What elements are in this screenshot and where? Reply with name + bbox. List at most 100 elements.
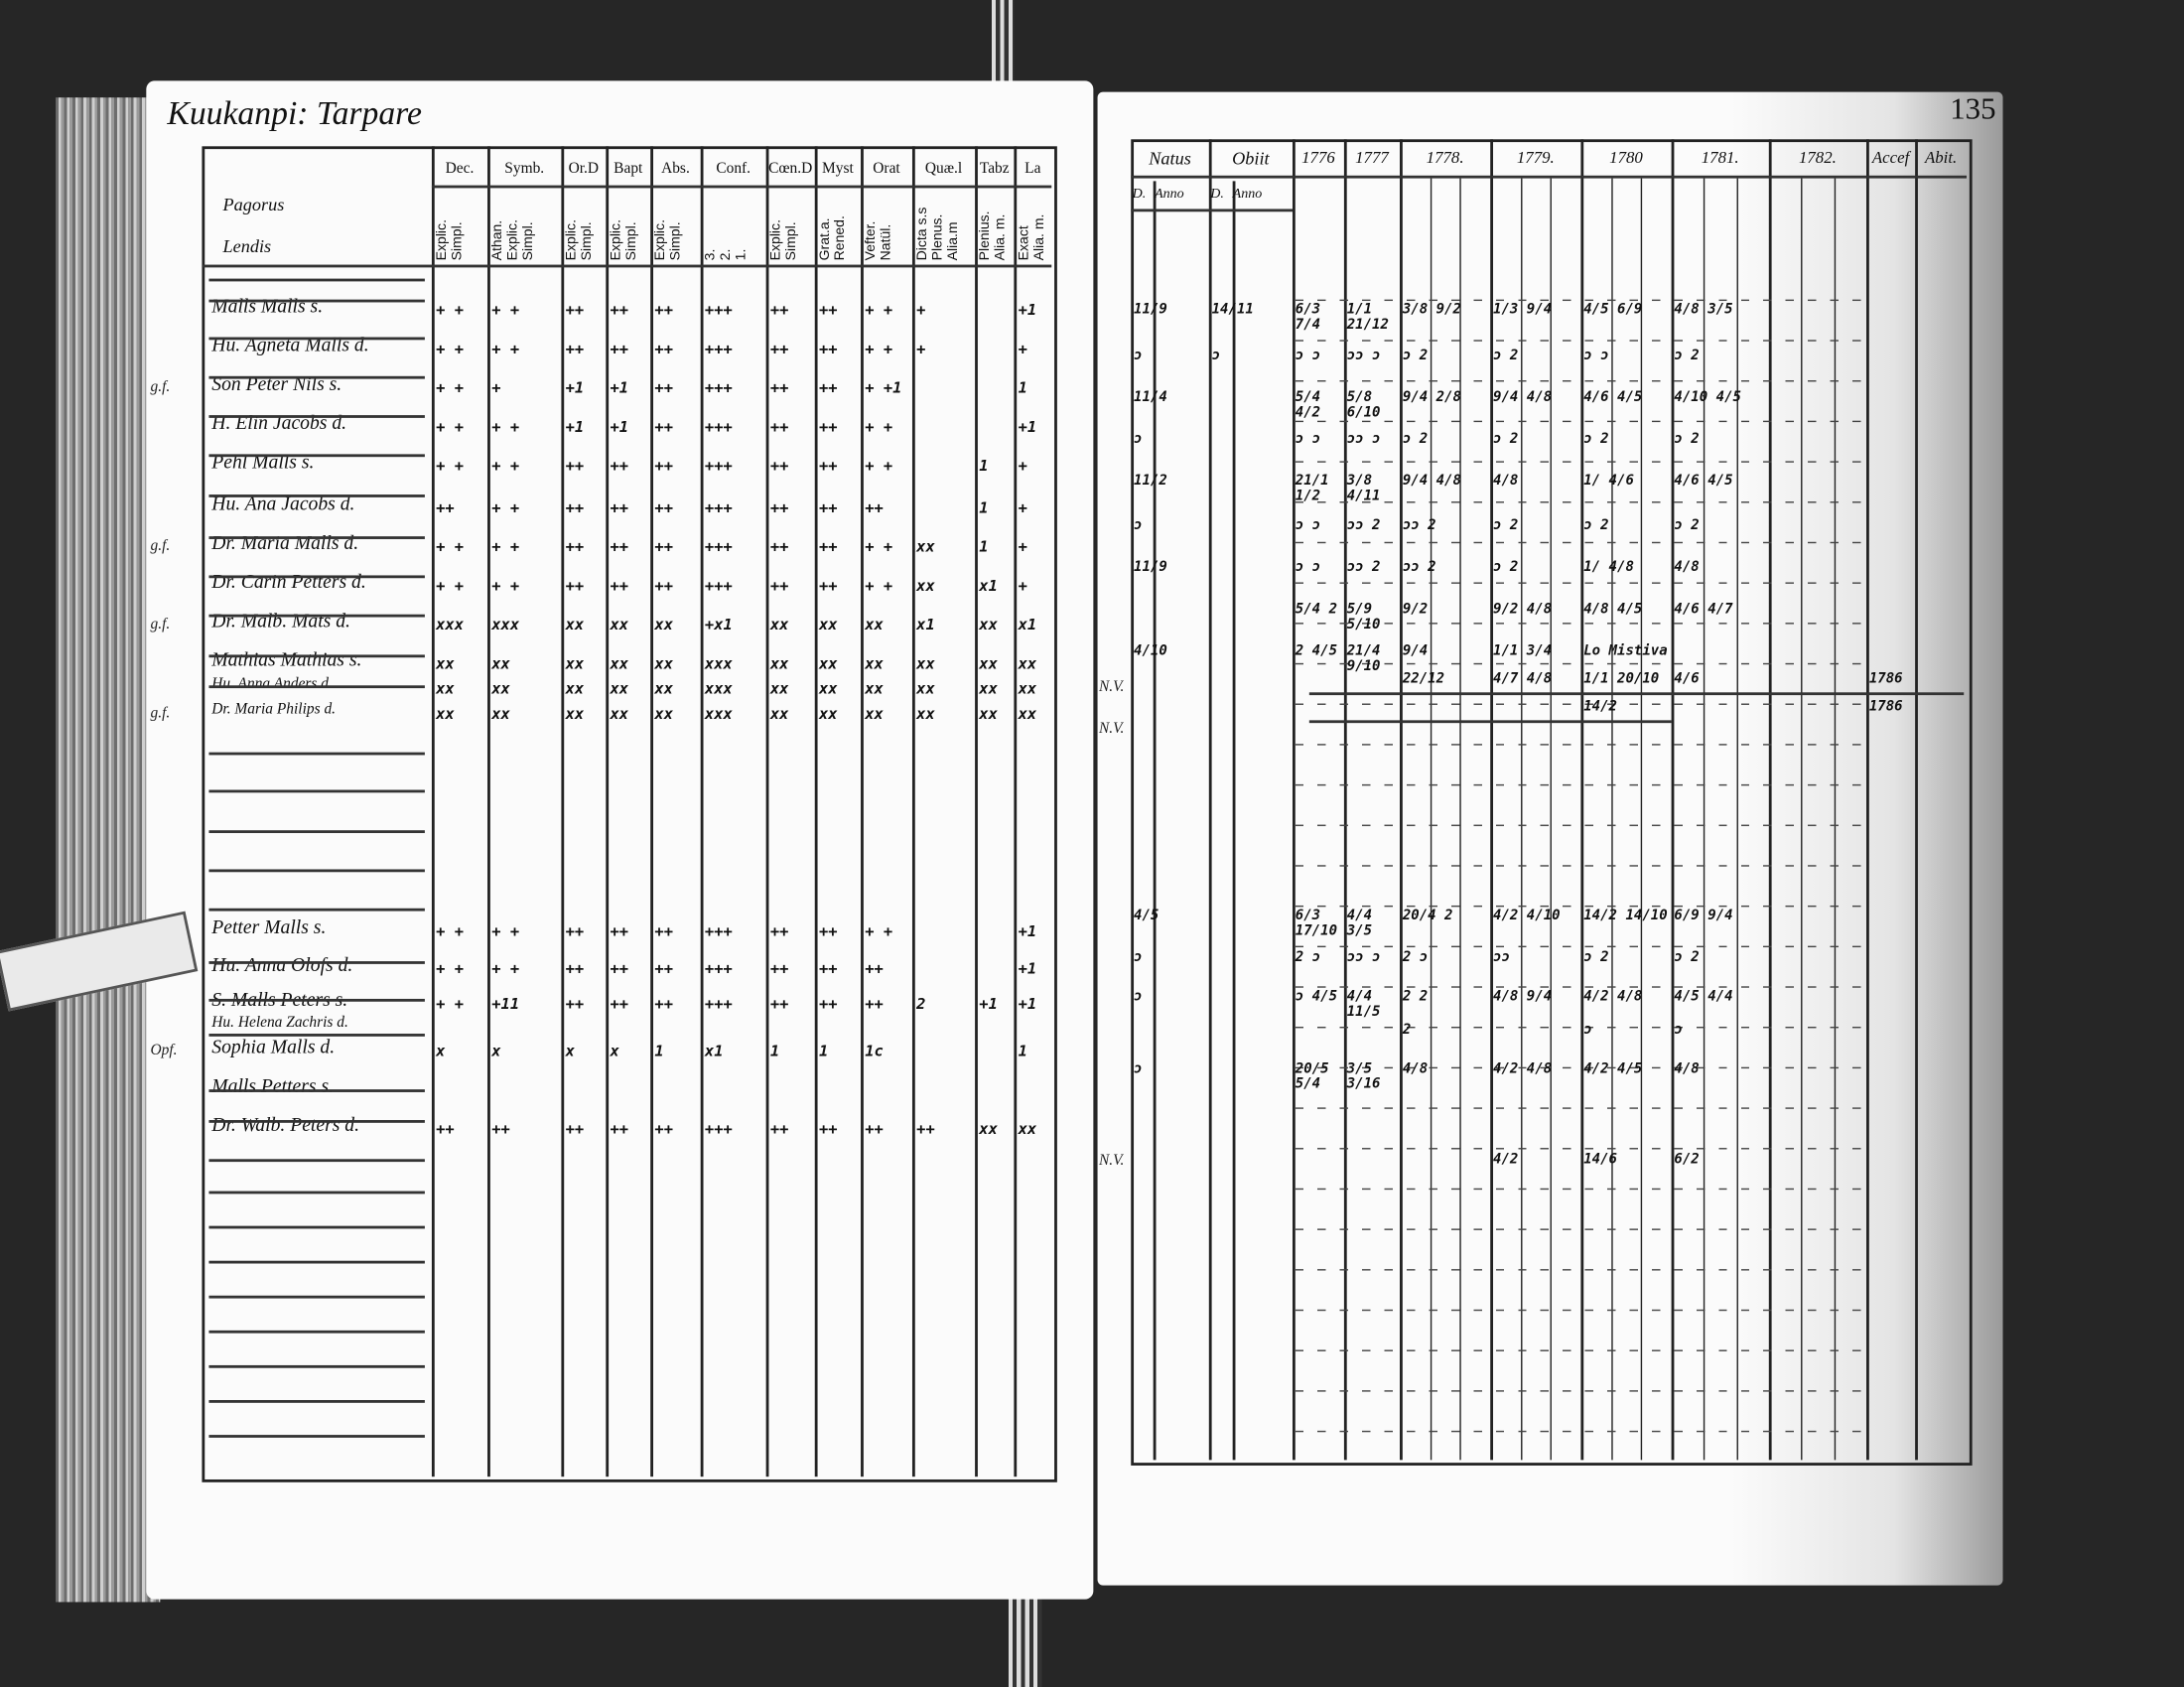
row-rule bbox=[208, 1034, 425, 1037]
column-subheader: Anno bbox=[1155, 187, 1184, 203]
register-name: Hu. Anna Olofs d. bbox=[211, 955, 353, 977]
margin-note: g.f. bbox=[150, 378, 171, 396]
tick-mark: +++ bbox=[704, 301, 733, 320]
column-subheader-3: Explic. Simpl. bbox=[609, 219, 639, 261]
register-name: Sophia Malls d. bbox=[211, 1038, 336, 1059]
register-name: Malls Petters s. bbox=[211, 1076, 335, 1098]
column-header-0: Dec. bbox=[445, 160, 475, 178]
register-entry: 11/9 bbox=[1134, 302, 1167, 318]
sub-divider bbox=[1232, 181, 1235, 1461]
name-column-divider bbox=[431, 146, 435, 1477]
register-entry: 11/2 bbox=[1134, 474, 1167, 490]
register-entry: 2 4/5 bbox=[1295, 643, 1338, 659]
tick-mark: xx bbox=[916, 654, 935, 673]
row-rule-dashed bbox=[1295, 986, 1867, 988]
year-subdivider bbox=[1459, 178, 1462, 1461]
tick-mark: +1 bbox=[1018, 301, 1037, 320]
tick-mark: + + bbox=[436, 301, 465, 320]
tick-mark: ++ bbox=[865, 498, 884, 517]
tick-mark: xx bbox=[565, 616, 585, 634]
tick-mark: +1 bbox=[979, 994, 998, 1013]
row-rule-dashed bbox=[1295, 783, 1867, 786]
column-divider bbox=[1580, 139, 1583, 1461]
tick-mark: ++ bbox=[610, 1120, 629, 1139]
tick-mark: + + bbox=[436, 921, 465, 941]
tick-mark: x1 bbox=[1018, 616, 1037, 634]
tick-mark: ++ bbox=[565, 1120, 585, 1139]
tick-mark: ++ bbox=[565, 959, 585, 978]
register-entry: ɔ 2 bbox=[1583, 949, 1609, 966]
tick-mark: +1 bbox=[1018, 994, 1037, 1013]
register-entry: 9/4 bbox=[1402, 643, 1429, 659]
spine-binding-top bbox=[991, 0, 1015, 84]
column-header-4: Abs. bbox=[661, 160, 690, 178]
column-divider bbox=[1292, 139, 1296, 1461]
register-entry: 2 bbox=[1402, 1022, 1412, 1039]
column-subheader-11: Exact Alia. m. bbox=[1017, 213, 1048, 261]
tick-mark: xx bbox=[491, 679, 510, 698]
register-entry: ɔ bbox=[1134, 949, 1143, 966]
register-entry: 4/10 4/5 bbox=[1674, 389, 1741, 406]
register-entry: ɔ bbox=[1134, 1061, 1143, 1077]
tick-mark: x1 bbox=[979, 576, 998, 596]
register-name: S. Malls Peters s. bbox=[211, 991, 347, 1013]
column-divider bbox=[700, 146, 703, 1477]
tick-mark: ++ bbox=[818, 994, 838, 1013]
column-subheader-6: Explic. Simpl. bbox=[768, 219, 800, 261]
margin-note: g.f. bbox=[150, 704, 171, 722]
tick-mark: xx bbox=[818, 616, 838, 634]
register-entry: 4/5 bbox=[1134, 908, 1160, 924]
register-entry: 4/2 bbox=[1493, 1152, 1519, 1168]
tick-mark: + + bbox=[491, 537, 520, 556]
tick-mark: xx bbox=[436, 679, 455, 698]
register-entry: 6/9 9/4 bbox=[1674, 908, 1733, 924]
tick-mark: ++ bbox=[565, 537, 585, 556]
column-divider bbox=[1671, 139, 1674, 1461]
register-entry: 2 ɔ bbox=[1402, 949, 1429, 966]
tick-mark: +++ bbox=[704, 340, 733, 358]
tick-mark: ++ bbox=[769, 921, 789, 941]
tick-mark: xx bbox=[1018, 679, 1037, 698]
column-divider bbox=[1014, 146, 1017, 1477]
row-rule bbox=[208, 1159, 425, 1162]
column-header-1: Symb. bbox=[504, 160, 545, 178]
margin-note: N.V. bbox=[1098, 1152, 1125, 1170]
left-page bbox=[146, 80, 1094, 1600]
tick-mark: xx bbox=[654, 679, 673, 698]
tick-mark: + + bbox=[865, 340, 893, 358]
register-entry: 4/8 9/4 bbox=[1493, 989, 1553, 1005]
tick-mark: ++ bbox=[654, 378, 673, 397]
row-rule bbox=[208, 494, 425, 497]
page-title: Kuukanpi: Tarpare bbox=[167, 95, 422, 133]
row-rule bbox=[208, 1295, 425, 1298]
spine-binding-bottom bbox=[1008, 1588, 1042, 1687]
row-rule bbox=[208, 1435, 425, 1438]
subheader-divider bbox=[1131, 209, 1293, 211]
row-rule bbox=[208, 830, 425, 833]
year-subdivider bbox=[1610, 178, 1613, 1461]
left-table-border bbox=[202, 146, 1057, 1482]
tick-mark: ++ bbox=[818, 959, 838, 978]
tick-mark: + + bbox=[491, 959, 520, 978]
tick-mark: +x1 bbox=[704, 616, 733, 634]
row-rule-dashed bbox=[1295, 299, 1867, 302]
tick-mark: ++ bbox=[610, 959, 629, 978]
tick-mark: xx bbox=[1018, 1120, 1037, 1139]
tick-mark: +1 bbox=[1018, 959, 1037, 978]
register-entry: ɔ bbox=[1134, 517, 1143, 534]
tick-mark: + + bbox=[491, 417, 520, 437]
tick-mark: +++ bbox=[704, 457, 733, 476]
row-rule bbox=[208, 654, 425, 657]
register-entry: 6/3 17/10 bbox=[1295, 908, 1338, 939]
column-header-6: 1780 bbox=[1609, 147, 1643, 168]
tick-mark: ++ bbox=[818, 576, 838, 596]
tick-mark: xx bbox=[769, 679, 789, 698]
row-rule-dashed bbox=[1295, 1107, 1867, 1109]
register-entry: ɔ 2 bbox=[1402, 348, 1429, 364]
tick-mark: ++ bbox=[818, 417, 838, 437]
tick-mark: ++ bbox=[491, 1120, 510, 1139]
tick-mark: ++ bbox=[769, 576, 789, 596]
tick-mark: 1 bbox=[769, 1042, 780, 1060]
register-entry: 9/4 2/8 bbox=[1402, 389, 1461, 406]
register-entry: 21/4 9/10 bbox=[1346, 643, 1381, 675]
